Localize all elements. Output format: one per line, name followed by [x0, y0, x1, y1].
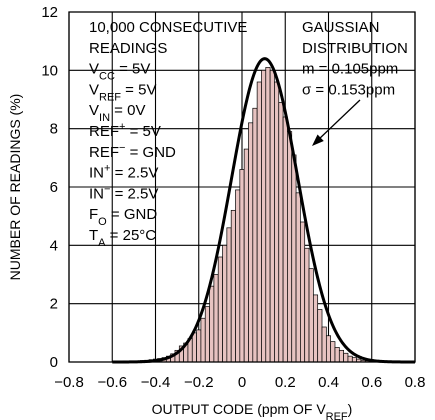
histogram-bar — [200, 317, 206, 363]
gaussian-fit-curve — [112, 57, 415, 364]
histogram-bar — [351, 357, 357, 363]
histogram-bar — [261, 69, 267, 363]
x-tick-label: 0 — [238, 374, 246, 391]
histogram-bar — [325, 335, 332, 363]
y-tick-label: 6 — [50, 179, 58, 196]
x-tick-label: −0.8 — [54, 374, 84, 391]
gaussian-parameter-line: m = 0.105ppm — [302, 61, 398, 78]
test-condition-line: READINGS — [89, 40, 167, 57]
histogram-bar — [304, 247, 310, 363]
histogram-bar — [278, 102, 284, 363]
histogram-bar — [347, 355, 353, 363]
histogram-bar — [313, 294, 319, 363]
histogram-bar — [330, 341, 336, 363]
y-tick-label: 4 — [50, 237, 58, 254]
test-condition-line: VIN = 0V — [89, 102, 145, 124]
gaussian-parameter-line: σ = 0.153ppm — [302, 81, 395, 98]
plot-frame — [68, 11, 416, 363]
y-tick-label: 8 — [50, 121, 58, 138]
gaussian-distribution-annotation: GAUSSIAN DISTRIBUTION m = 0.105ppm σ = 0.15… — [302, 19, 408, 98]
histogram-bar — [222, 244, 228, 363]
x-axis-label-end: ) — [348, 401, 353, 417]
annotation-arrow — [312, 99, 361, 146]
histogram-bar — [235, 189, 241, 363]
x-axis-label-subscript: REF — [326, 411, 348, 420]
histogram-bar — [226, 227, 232, 363]
histogram-bar — [317, 309, 323, 363]
histogram-bars — [122, 67, 370, 363]
x-tick-label: 0.6 — [361, 374, 382, 391]
histogram-bar — [265, 67, 271, 363]
histogram-bar — [252, 107, 258, 363]
test-condition-line: REF+ = 5V — [89, 121, 161, 140]
y-axis-label: NUMBER OF READINGS (%) — [7, 94, 23, 281]
test-condition-line: IN− = 2.5V — [89, 183, 158, 202]
x-tick-label: −0.6 — [97, 374, 127, 391]
test-condition-line: VCC = 5V — [89, 61, 150, 83]
test-condition-line: IN+ = 2.5V — [89, 163, 158, 182]
histogram-bar — [300, 221, 306, 363]
histogram-bar — [274, 81, 280, 363]
x-axis-label-main: OUTPUT CODE (ppm OF V — [152, 401, 327, 417]
test-condition-line: FO = GND — [89, 206, 157, 228]
histogram-bar — [343, 352, 349, 363]
x-tick-label: 0.2 — [275, 374, 296, 391]
y-tick-label: 10 — [41, 62, 58, 79]
arrow-line — [317, 99, 361, 141]
x-tick-label: 0.8 — [405, 374, 426, 391]
histogram-bar — [248, 122, 254, 363]
histogram-bar — [321, 326, 327, 363]
histogram-bar — [209, 285, 215, 363]
x-tick-label: −0.4 — [141, 374, 171, 391]
histogram-bar — [295, 192, 301, 363]
test-condition-line: 10,000 CONSECUTIVE — [89, 19, 247, 36]
y-tick-label: 2 — [50, 296, 58, 313]
gaussian-parameter-line: GAUSSIAN — [302, 19, 380, 36]
test-condition-line: TA = 25°C — [89, 227, 156, 249]
gaussian-parameter-line: DISTRIBUTION — [302, 40, 408, 57]
histogram-bar — [256, 81, 262, 363]
histogram-bar — [308, 268, 314, 363]
histogram-bar — [191, 332, 197, 363]
histogram-bar — [213, 274, 219, 363]
histogram-bar — [196, 329, 202, 363]
histogram-bar — [243, 148, 249, 363]
histogram-bar — [338, 349, 344, 363]
y-tick-labels: 0 2 4 6 8 10 12 — [41, 4, 58, 371]
histogram-bar — [334, 347, 340, 363]
histogram-bar — [287, 131, 293, 363]
histogram-bar — [239, 169, 245, 363]
x-tick-labels: −0.8 −0.6 −0.4 −0.2 0 0.2 0.4 0.6 0.8 — [54, 374, 425, 391]
histogram-bar — [282, 116, 288, 363]
test-condition-line: VREF = 5V — [89, 81, 156, 103]
x-tick-label: −0.2 — [184, 374, 214, 391]
histogram-bar — [269, 69, 275, 363]
histogram-bar — [217, 256, 223, 363]
x-tick-label: 0.4 — [318, 374, 339, 391]
histogram-bar — [291, 154, 297, 363]
y-tick-label: 12 — [41, 4, 58, 21]
test-condition-line: REF− = GND — [89, 142, 176, 161]
x-axis-label: OUTPUT CODE (ppm OF VREF) — [152, 401, 353, 420]
y-tick-label: 0 — [50, 354, 58, 371]
arrow-head — [312, 134, 324, 146]
histogram-bar — [230, 209, 236, 363]
histogram-bar — [204, 306, 210, 363]
